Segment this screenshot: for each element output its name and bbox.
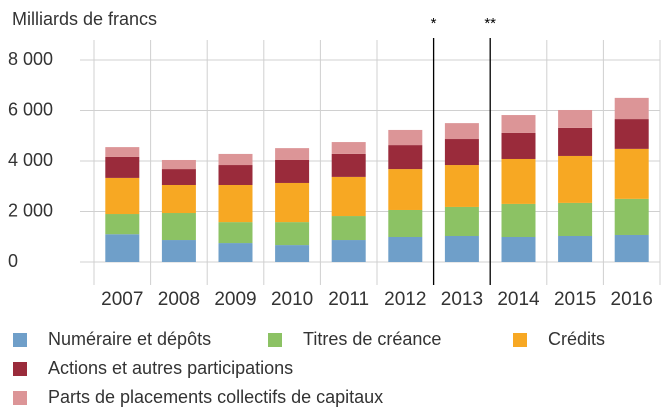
bar-segment	[161, 159, 196, 170]
bar-segment	[218, 243, 253, 262]
bar-segment	[275, 159, 310, 183]
legend-swatch	[13, 362, 27, 376]
bar-segment	[275, 182, 310, 223]
bar-segment	[161, 169, 196, 185]
bar-segment	[105, 147, 140, 157]
x-tick-label: 2016	[611, 289, 653, 310]
legend-label: Numéraire et dépôts	[48, 329, 211, 349]
bar-segment	[331, 153, 366, 177]
bar-segment	[558, 202, 593, 236]
bar-segment	[444, 123, 479, 140]
bar-segment	[444, 139, 479, 166]
bar-segment	[388, 169, 423, 210]
bar-segment	[501, 115, 536, 133]
bar-segment	[614, 148, 649, 199]
bar-segment	[444, 165, 479, 207]
bar-segment	[614, 97, 649, 120]
bar-segment	[161, 240, 196, 262]
y-tick-label: 8 000	[8, 49, 53, 69]
bar-segment	[275, 222, 310, 246]
bar-segment	[558, 155, 593, 203]
x-tick-label: 2014	[497, 289, 540, 310]
bar-segment	[105, 177, 140, 215]
x-tick-label: 2012	[384, 289, 426, 310]
bar-segment	[388, 129, 423, 146]
bar-segment	[501, 237, 536, 262]
bar-segment	[105, 234, 140, 262]
legend-label: Actions et autres participations	[48, 358, 293, 378]
legend-label: Crédits	[548, 329, 605, 349]
bar-segment	[275, 148, 310, 160]
bar-segment	[331, 176, 366, 217]
annotation: *	[431, 15, 437, 32]
bar-segment	[161, 184, 196, 214]
x-tick-label: 2009	[214, 289, 256, 310]
bar-segment	[105, 156, 140, 178]
bar-segment	[444, 235, 479, 262]
bar-segment	[444, 206, 479, 236]
bar-segment	[558, 235, 593, 262]
bar-segment	[558, 127, 593, 156]
annotation: **	[484, 15, 496, 32]
bar-segment	[218, 184, 253, 223]
bar-segment	[614, 234, 649, 262]
bar-segment	[218, 165, 253, 185]
y-tick-label: 6 000	[8, 99, 53, 119]
x-tick-label: 2011	[328, 289, 369, 310]
bar-segment	[105, 214, 140, 235]
legend-label: Parts de placements collectifs de capita…	[48, 387, 383, 407]
x-tick-label: 2010	[271, 289, 313, 310]
bar-segment	[388, 237, 423, 262]
legend-swatch	[513, 333, 527, 347]
bar-segment	[331, 142, 366, 154]
bar-segment	[331, 216, 366, 241]
x-tick-label: 2008	[158, 289, 200, 310]
bar-segment	[275, 245, 310, 262]
x-tick-label: 2007	[101, 289, 143, 310]
y-tick-label: 0	[8, 251, 18, 271]
legend-swatch	[268, 333, 282, 347]
bar-segment	[501, 158, 536, 204]
y-tick-label: 2 000	[8, 200, 53, 220]
legend-label: Titres de créance	[303, 329, 441, 349]
bar-segment	[388, 209, 423, 238]
bar-segment	[161, 213, 196, 241]
bar-segment	[558, 109, 593, 128]
legend-swatch	[13, 391, 27, 405]
bar-segment	[218, 222, 253, 244]
bar-segment	[614, 119, 649, 149]
bar-segment	[501, 203, 536, 238]
bar-segment	[501, 132, 536, 159]
y-tick-label: 4 000	[8, 150, 53, 170]
y-axis-title: Milliards de francs	[12, 9, 157, 29]
x-tick-label: 2013	[441, 289, 483, 310]
x-tick-label: 2015	[554, 289, 596, 310]
bar-segment	[331, 240, 366, 262]
legend-swatch	[13, 333, 27, 347]
bar-segment	[614, 198, 649, 235]
bar-segment	[218, 153, 253, 166]
bar-segment	[388, 145, 423, 170]
